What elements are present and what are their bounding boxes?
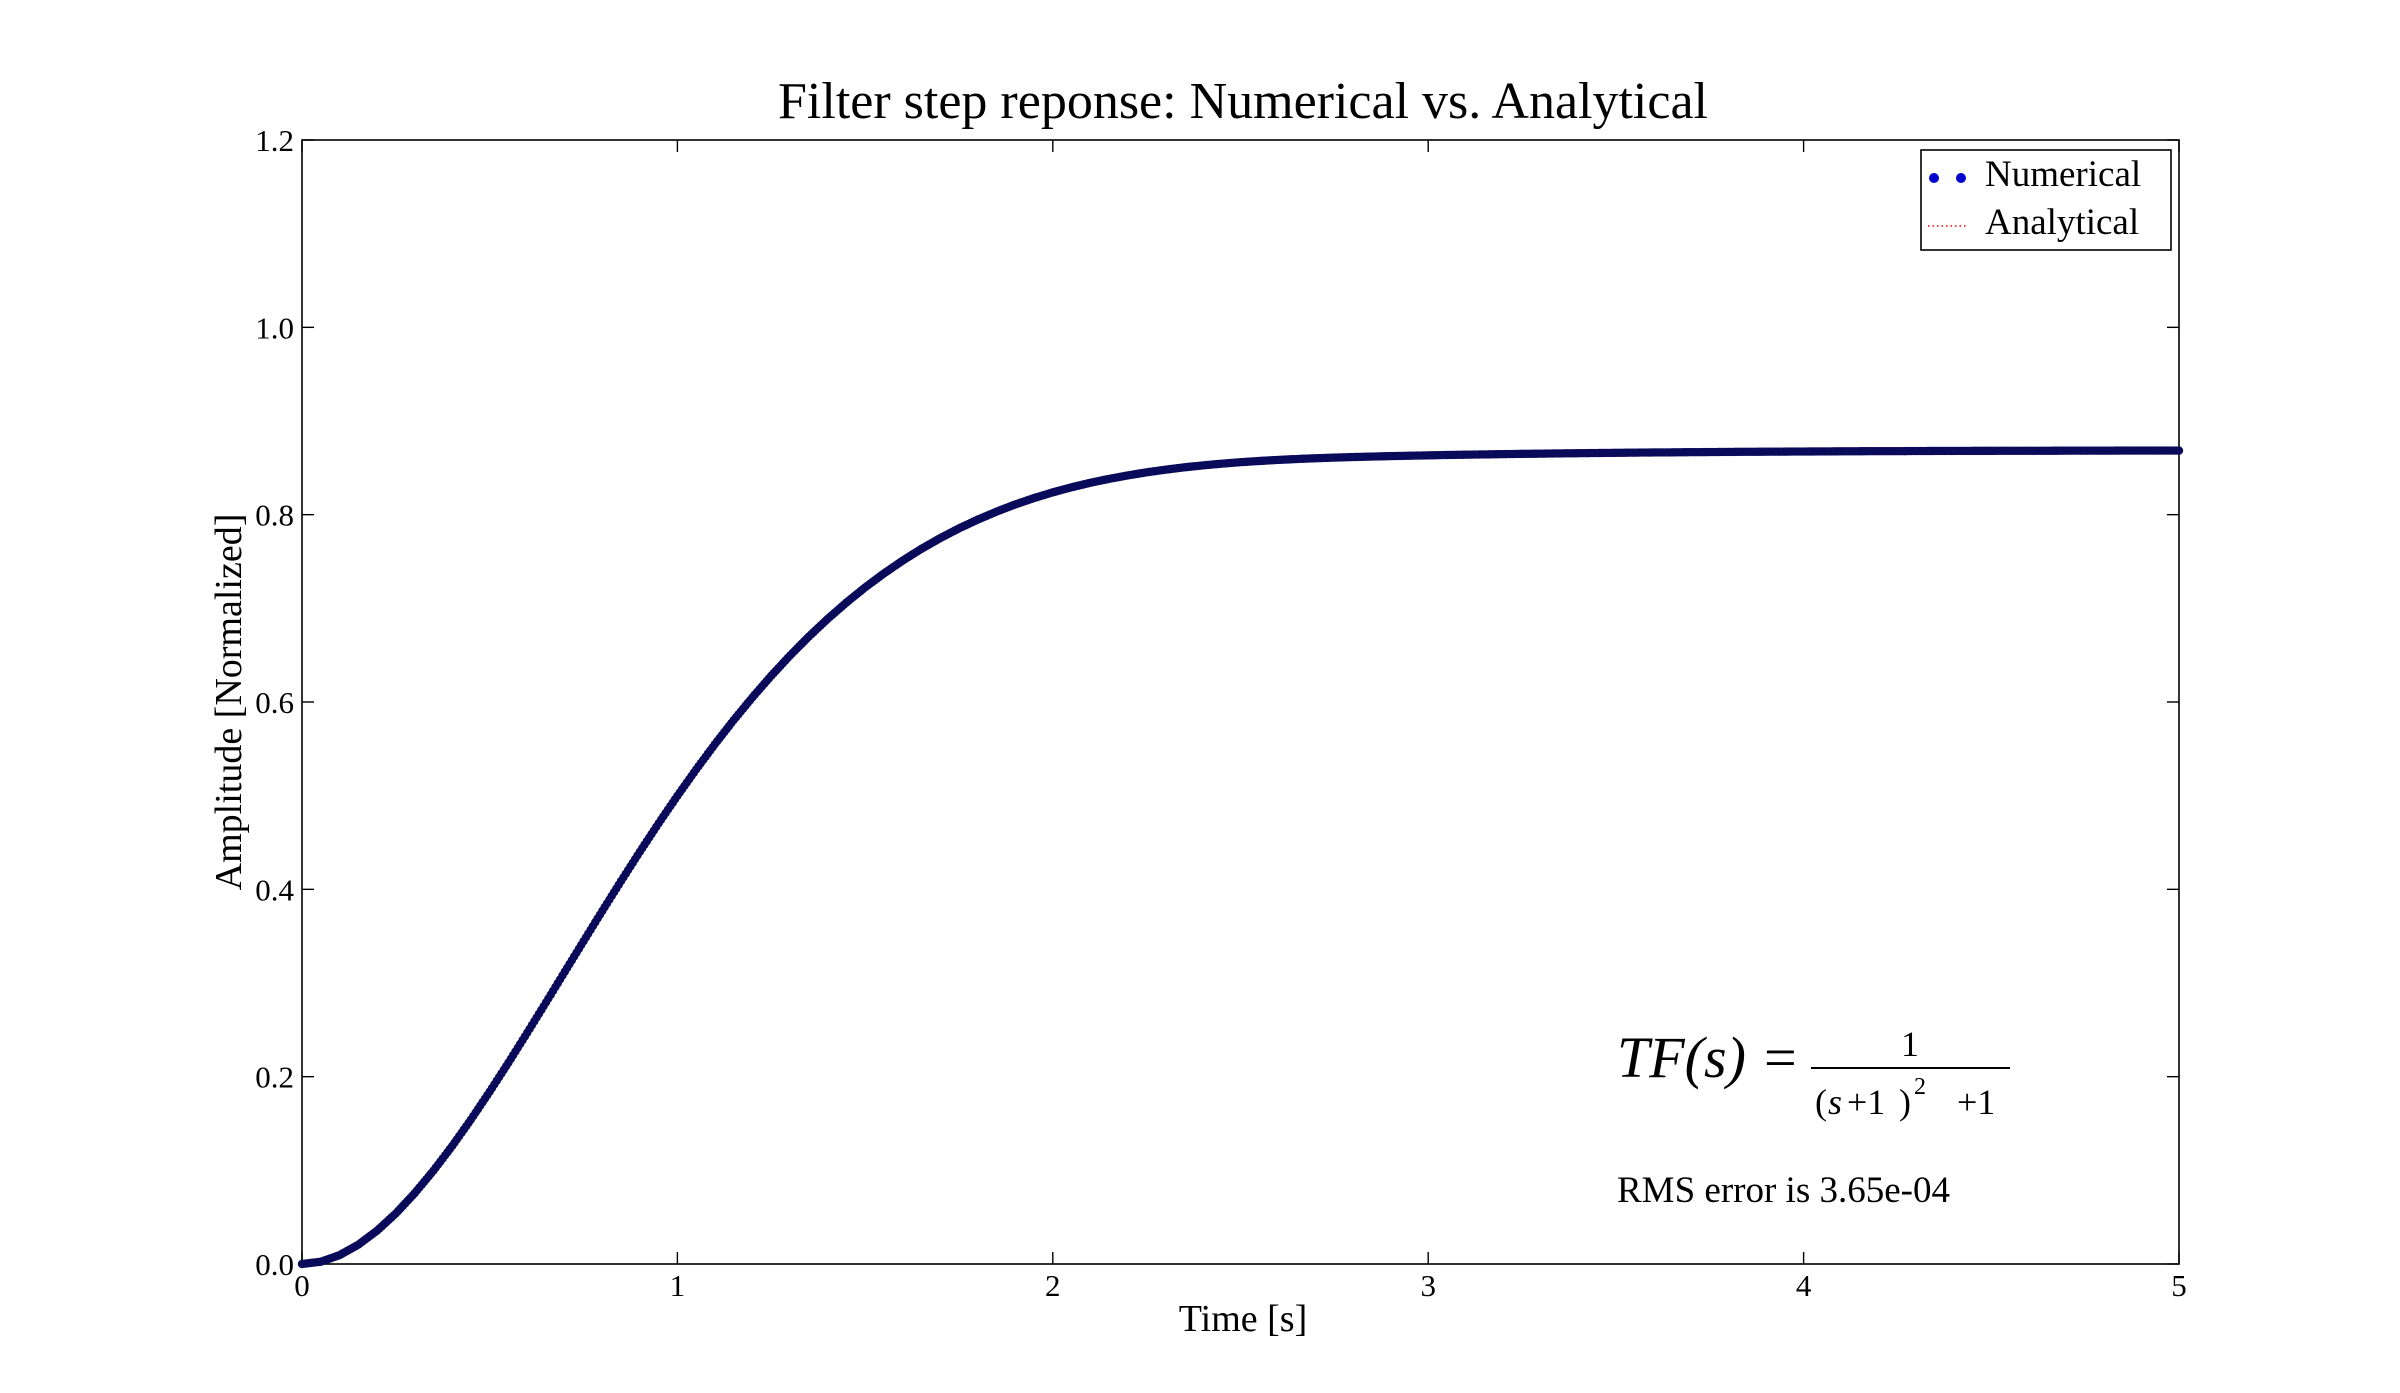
legend-numerical-marker-2 [1956,173,1966,183]
series-numerical-dots [297,446,2184,1269]
y-axis-label: Amplitude [Normalized] [208,514,250,891]
x-tick-label: 1 [670,1268,686,1303]
y-tick-label: 1.0 [255,310,294,345]
x-tick-label: 2 [1045,1268,1061,1303]
y-tick-label: 0.0 [255,1247,294,1282]
legend-analytical-label: Analytical [1985,202,2139,243]
equation-den-plus-one: +1 [1847,1082,1885,1122]
plot-area [297,446,2184,1269]
equation-lhs: TF(s) [1617,1025,1746,1090]
legend-numerical-label: Numerical [1985,154,2141,195]
transfer-function-equation: TF(s) = 1 ( s +1 ) 2 +1 [1617,1024,2010,1122]
y-tick-label: 1.2 [255,123,294,158]
equation-equals: = [1764,1025,1797,1090]
equation-den-open: ( [1815,1082,1827,1122]
y-tick-label: 0.2 [255,1060,294,1095]
data-point-numerical [2174,446,2184,455]
x-axis-label: Time [s] [1179,1298,1307,1340]
y-tick-label: 0.8 [255,498,294,533]
x-tick-label: 4 [1796,1268,1812,1303]
legend: Numerical Analytical [1920,149,2172,251]
equation-den-var: s [1828,1082,1842,1122]
x-tick-label: 5 [2171,1268,2187,1303]
equation-numerator: 1 [1901,1024,1919,1064]
equation-den-exponent: 2 [1914,1074,1926,1100]
legend-numerical-marker-1 [1929,173,1939,183]
y-tick-label: 0.4 [255,872,294,907]
chart-title: Filter step reponse: Numerical vs. Analy… [778,73,1708,130]
y-tick-label: 0.6 [255,685,294,720]
x-tick-label: 3 [1420,1268,1436,1303]
legend-box [1920,149,2172,251]
x-tick-label: 0 [294,1268,310,1303]
rms-error-annotation: RMS error is 3.65e-04 [1617,1170,1950,1211]
x-axis-ticks: 0 1 2 3 4 5 [294,140,2187,1303]
equation-den-tail: +1 [1957,1082,1995,1122]
equation-den-close: ) [1899,1082,1911,1122]
y-axis-ticks: 0.0 0.2 0.4 0.6 0.8 1.0 1.2 [255,123,2179,1282]
